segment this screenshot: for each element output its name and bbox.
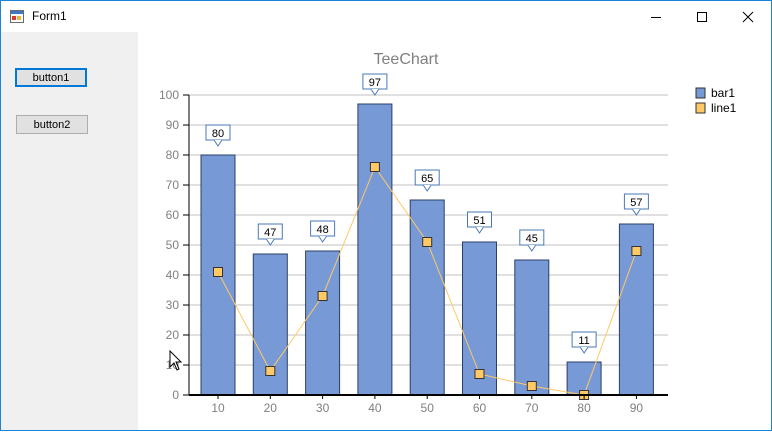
bar-value-callout: 97: [362, 73, 388, 96]
callout-pointer: [213, 139, 223, 147]
legend-label: line1: [711, 101, 737, 115]
button1[interactable]: button1: [15, 68, 87, 87]
line-point[interactable]: [526, 381, 537, 391]
bar-value-callout: 48: [310, 220, 336, 243]
y-tick-label: 80: [166, 148, 180, 162]
mouse-cursor-icon: [169, 350, 183, 371]
title-bar[interactable]: Form1: [1, 1, 771, 32]
bar-value-callout: 11: [571, 331, 597, 354]
legend-label: bar1: [711, 86, 735, 100]
x-tick-label: 10: [211, 401, 225, 415]
maximize-button[interactable]: [679, 1, 725, 32]
line-point[interactable]: [422, 237, 433, 247]
bar-value-callout: 57: [623, 193, 649, 216]
x-tick-label: 30: [316, 401, 330, 415]
callout-pointer: [579, 346, 589, 354]
y-tick-label: 30: [166, 298, 180, 312]
bar-value-label: 97: [369, 77, 381, 89]
callout-pointer: [631, 208, 641, 216]
legend-swatch: [695, 87, 706, 99]
line-point[interactable]: [369, 162, 380, 172]
bar[interactable]: [409, 199, 445, 396]
bar-value-label: 48: [316, 224, 328, 236]
callout-pointer: [265, 238, 275, 246]
line-point[interactable]: [631, 246, 642, 256]
line-point[interactable]: [317, 291, 328, 301]
line-point[interactable]: [265, 366, 276, 376]
y-tick-label: 60: [166, 208, 180, 222]
bar-value-label: 51: [473, 215, 485, 227]
legend-swatch: [695, 102, 706, 114]
bar-value-label: 47: [264, 227, 276, 239]
line-point[interactable]: [474, 369, 485, 379]
minimize-icon: [651, 16, 661, 18]
y-tick-label: 100: [159, 88, 179, 102]
bar-value-label: 45: [526, 233, 538, 245]
bar-value-callout: 47: [257, 223, 283, 246]
teechart-panel[interactable]: TeeChart 0 10 20 30 40 50 60 70 80 90 100 80 47 48 97…: [138, 32, 771, 430]
x-tick-label: 70: [525, 401, 539, 415]
line-point[interactable]: [213, 267, 223, 277]
bar-value-label: 57: [630, 197, 642, 209]
form-client-area: button1 button2 TeeChart 0 10 20 30 40 50 60 70…: [1, 32, 771, 430]
button2[interactable]: button2: [16, 115, 88, 134]
bar-value-label: 11: [578, 335, 589, 347]
callout-pointer: [318, 235, 328, 243]
x-tick-label: 20: [264, 401, 278, 415]
maximize-icon: [697, 11, 707, 22]
bar-value-callout: 45: [519, 229, 545, 252]
bar-value-label: 65: [421, 173, 433, 185]
window-title: Form1: [32, 9, 67, 23]
x-tick-label: 60: [473, 401, 487, 415]
x-tick-label: 90: [630, 401, 644, 415]
y-tick-label: 40: [166, 268, 180, 282]
minimize-button[interactable]: [633, 1, 679, 32]
app-form-icon: [10, 10, 24, 23]
x-tick-label: 50: [421, 401, 435, 415]
callout-pointer: [422, 184, 432, 192]
bar-value-callout: 80: [205, 124, 231, 147]
bar-value-callout: 65: [414, 169, 440, 192]
x-tick-label: 80: [577, 401, 591, 415]
bar-value-label: 80: [212, 128, 224, 140]
callout-pointer: [370, 88, 380, 96]
close-button[interactable]: [725, 1, 771, 32]
y-tick-label: 70: [166, 178, 180, 192]
callout-pointer: [527, 244, 537, 252]
bar[interactable]: [514, 259, 550, 396]
y-tick-label: 0: [172, 388, 179, 402]
y-tick-label: 20: [166, 328, 180, 342]
bar-value-callout: 51: [467, 211, 492, 234]
chart-svg: TeeChart 0 10 20 30 40 50 60 70 80 90 100 80 47 48 97…: [159, 51, 737, 415]
y-tick-label: 90: [166, 118, 180, 132]
y-tick-label: 50: [166, 238, 180, 252]
x-tick-label: 40: [368, 401, 382, 415]
callout-pointer: [475, 226, 484, 234]
chart-title: TeeChart: [374, 51, 439, 68]
bar[interactable]: [305, 250, 341, 396]
close-icon: [742, 11, 754, 22]
bar[interactable]: [357, 103, 393, 396]
